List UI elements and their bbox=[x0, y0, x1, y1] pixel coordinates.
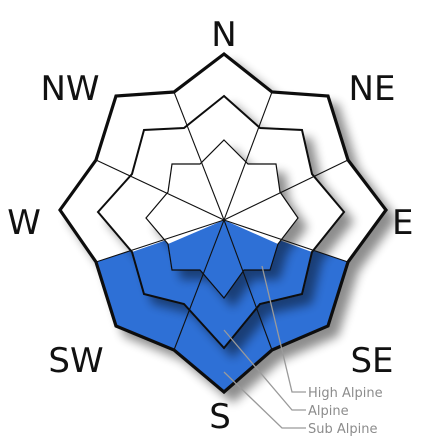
sub-alpine-leader bbox=[223, 371, 306, 429]
direction-n: N bbox=[211, 15, 236, 55]
sector-dividers bbox=[95, 91, 349, 351]
inner-lower-fill bbox=[168, 220, 278, 298]
high-alpine-leader bbox=[261, 265, 306, 393]
label-high-alpine: High Alpine bbox=[308, 386, 383, 401]
inner-star-outline bbox=[145, 139, 299, 299]
divider-wsw bbox=[95, 219, 225, 263]
direction-s: S bbox=[209, 397, 231, 437]
elevation-leaders bbox=[223, 265, 306, 429]
direction-ne: NE bbox=[349, 69, 396, 109]
divider-nne bbox=[223, 91, 273, 221]
direction-se: SE bbox=[350, 341, 393, 381]
direction-nw: NW bbox=[40, 69, 99, 109]
divider-sse bbox=[223, 219, 273, 351]
divider-ese bbox=[223, 219, 349, 263]
direction-e: E bbox=[392, 203, 413, 243]
divider-ssw bbox=[173, 219, 225, 351]
label-sub-alpine: Sub Alpine bbox=[308, 422, 377, 437]
divider-ene bbox=[223, 159, 349, 221]
divider-wnw bbox=[95, 159, 225, 221]
outer-star-outline bbox=[58, 51, 388, 395]
alpine-leader bbox=[223, 329, 306, 411]
direction-w: W bbox=[7, 203, 41, 243]
middle-star-outline bbox=[96, 94, 346, 350]
divider-nnw bbox=[173, 91, 225, 221]
label-alpine: Alpine bbox=[308, 404, 349, 419]
direction-sw: SW bbox=[48, 341, 103, 381]
